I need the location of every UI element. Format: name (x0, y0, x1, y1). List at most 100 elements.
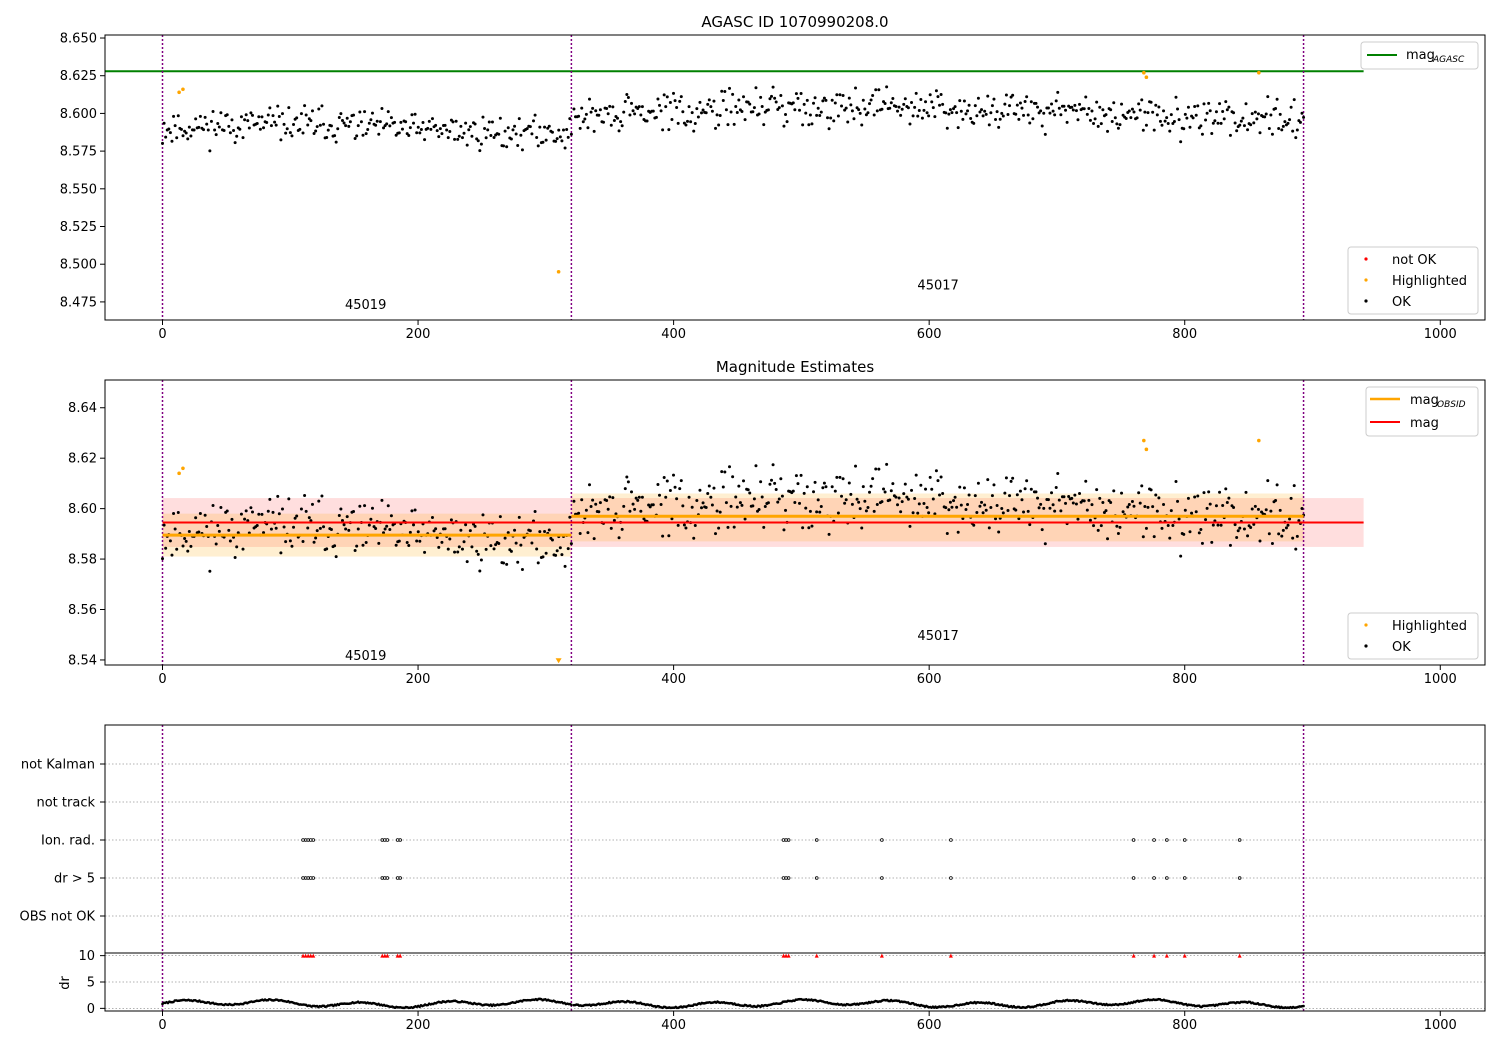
ok-point (503, 536, 507, 540)
ok-point (605, 498, 609, 502)
ok-point (1087, 106, 1091, 110)
ok-point (184, 539, 188, 543)
ok-point (408, 126, 412, 130)
ok-point (502, 561, 506, 565)
ok-point (821, 486, 825, 490)
legend2-highlighted-label: Highlighted (1392, 619, 1467, 634)
ok-point (1011, 476, 1015, 480)
ok-point (844, 498, 848, 502)
dr-clipped-marker (380, 953, 385, 958)
ok-point (572, 499, 576, 503)
ok-point (1258, 131, 1262, 135)
ok-point (984, 508, 988, 512)
ok-point (1274, 107, 1278, 111)
ok-point (1253, 504, 1257, 508)
ok-point (271, 510, 275, 514)
dr-clipped-marker (395, 953, 400, 958)
ok-point (872, 113, 876, 117)
ok-point (382, 126, 386, 130)
ok-point (798, 501, 802, 505)
ok-point (975, 510, 979, 514)
ok-point (1199, 124, 1203, 128)
ok-point (227, 528, 231, 532)
ok-point (541, 140, 545, 144)
ok-point (164, 135, 168, 139)
ok-point (844, 106, 848, 110)
ok-point (808, 113, 812, 117)
highlighted-clipped-marker (555, 658, 562, 664)
legend-mag-agasc-subscript: AGASC (1432, 55, 1465, 65)
ok-point (928, 93, 932, 97)
dr-clipped-marker (781, 953, 786, 958)
ok-point (662, 93, 666, 97)
ok-point (1037, 111, 1041, 115)
ok-point (560, 139, 564, 143)
ok-point (1291, 536, 1295, 540)
ok-point (864, 113, 868, 117)
ok-point (249, 111, 253, 115)
ok-point (1040, 124, 1044, 128)
ok-point (670, 117, 674, 121)
ok-point (547, 528, 551, 532)
ok-point (577, 511, 581, 515)
ok-point (459, 528, 463, 532)
ok-point (299, 112, 303, 116)
ok-point (1141, 535, 1145, 539)
highlighted-point (1257, 70, 1261, 75)
ok-point (698, 100, 702, 104)
ok-point (726, 123, 730, 127)
ok-point (1163, 119, 1167, 123)
ok-point (438, 127, 442, 131)
ok-point (953, 495, 957, 499)
ok-point (309, 519, 313, 523)
ok-point (468, 125, 472, 129)
ok-point (208, 569, 212, 573)
ok-point (950, 505, 954, 509)
flag-point (1237, 876, 1242, 880)
ok-point (1158, 119, 1162, 123)
ok-point (235, 545, 239, 549)
ok-point (728, 465, 732, 469)
ok-point (1004, 476, 1008, 480)
ok-point (835, 93, 839, 97)
ok-point (759, 95, 763, 99)
ok-point (815, 113, 819, 117)
ok-point (363, 504, 367, 508)
ok-point (217, 125, 221, 129)
ok-point (857, 500, 861, 504)
ok-point (779, 477, 783, 481)
ok-point (807, 526, 811, 530)
ok-point (656, 483, 660, 487)
ok-point (1155, 509, 1159, 513)
ok-point (502, 144, 506, 148)
ok-point (1109, 500, 1113, 504)
ok-point (1183, 112, 1187, 116)
ok-point (1166, 122, 1170, 126)
ok-point (1000, 111, 1004, 115)
dr-clipped-marker (303, 953, 308, 958)
ok-point (900, 500, 904, 504)
ok-point (777, 497, 781, 501)
ok-point (1211, 121, 1215, 125)
ok-point (681, 504, 685, 508)
ok-point (1165, 116, 1169, 120)
ok-point (726, 525, 730, 529)
ok-point (738, 501, 742, 505)
ok-point (408, 530, 412, 534)
ok-point (464, 523, 468, 527)
ok-point (440, 540, 444, 544)
ok-point (706, 102, 710, 106)
ok-point (536, 144, 540, 148)
ok-point (315, 125, 319, 129)
ok-point (752, 106, 756, 110)
ok-point (885, 85, 889, 89)
ok-point (640, 105, 644, 109)
ok-point (751, 110, 755, 114)
ok-point (486, 128, 490, 132)
ok-point (597, 510, 601, 514)
ok-point (620, 527, 624, 531)
ok-point (962, 99, 966, 103)
ok-point (189, 134, 193, 138)
ok-point (1263, 115, 1267, 119)
ok-point (1070, 105, 1074, 109)
